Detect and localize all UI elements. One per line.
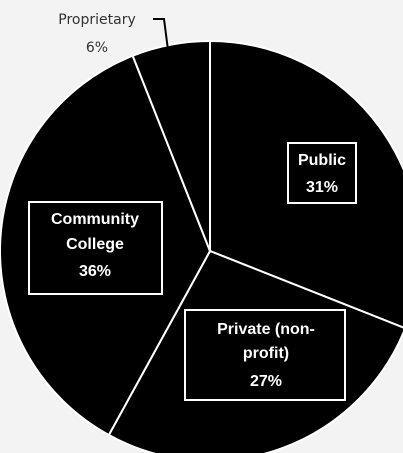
label-box-public [287, 142, 357, 204]
slice-label-public: Public 31% [287, 142, 357, 204]
slice-label-text-public: Public [298, 152, 346, 169]
slice-label-text-proprietary: Proprietary [58, 12, 135, 28]
slice-value-public: 31% [306, 179, 338, 196]
slice-value-private-non-profit: 27% [250, 373, 282, 390]
slice-value-proprietary: 6% [86, 40, 108, 56]
slice-label-text-private-non-profit: profit) [243, 345, 289, 362]
slice-label-community-college: Community College 36% [28, 201, 163, 295]
slice-value-community-college: 36% [79, 263, 111, 280]
label-box-private-non-profit [184, 309, 346, 401]
slice-label-proprietary: Proprietary 6% [58, 12, 169, 56]
slice-label-text-community-college: Community [51, 211, 139, 228]
slice-label-text-private-non-profit: Private (non- [217, 321, 315, 338]
slice-label-text-community-college: College [66, 236, 124, 253]
leader-line-proprietary [153, 18, 169, 51]
label-box-community-college [28, 201, 163, 295]
pie-slice-proprietary [131, 39, 211, 252]
slice-label-private-non-profit: Private (non-profit) 27% [184, 309, 346, 401]
